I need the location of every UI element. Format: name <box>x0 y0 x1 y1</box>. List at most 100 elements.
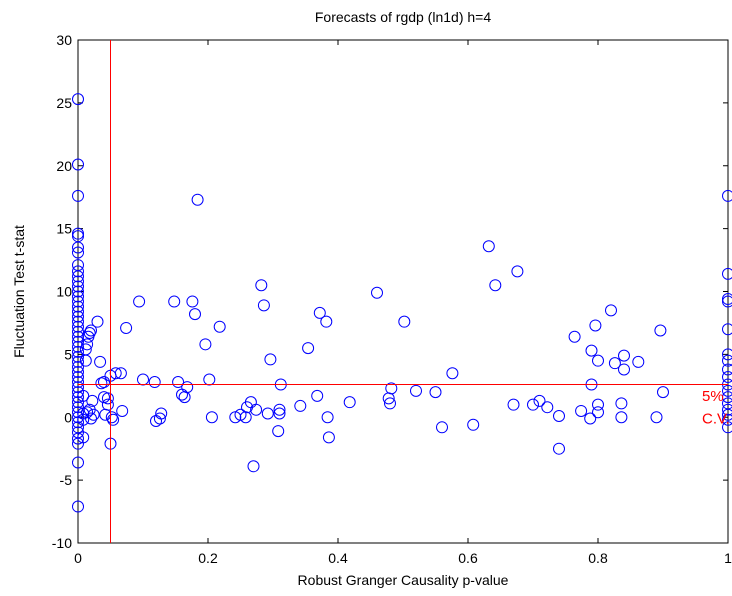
data-point <box>101 392 114 405</box>
data-point <box>72 456 84 469</box>
data-point <box>489 279 502 292</box>
data-point <box>213 320 226 333</box>
data-point <box>72 432 84 445</box>
x-tick-label: 0.4 <box>328 550 348 566</box>
x-tick-label: 0.6 <box>458 550 478 566</box>
data-point <box>722 354 732 367</box>
plot-area <box>77 39 729 544</box>
y-tick-label: 20 <box>56 158 72 174</box>
data-point <box>722 391 732 404</box>
data-point <box>618 349 630 362</box>
data-point <box>107 413 120 426</box>
data-point <box>95 377 108 390</box>
data-point <box>72 315 84 328</box>
y-tick-label: 10 <box>56 284 72 300</box>
data-point <box>77 389 90 402</box>
x-tick-label: 0.2 <box>198 550 218 566</box>
data-point <box>585 344 598 357</box>
data-point <box>72 290 84 303</box>
data-point <box>302 342 315 355</box>
data-point <box>385 382 398 395</box>
data-point <box>541 401 554 414</box>
data-point <box>343 396 356 409</box>
data-point <box>72 365 84 378</box>
data-point <box>568 330 581 343</box>
y-axis-label: Fluctuation Test t-stat <box>11 225 27 358</box>
data-point <box>87 408 100 421</box>
data-point <box>79 343 92 356</box>
data-point <box>618 363 630 376</box>
data-point <box>72 371 84 384</box>
data-point <box>155 407 168 420</box>
data-point <box>429 386 442 399</box>
data-point <box>615 397 628 410</box>
data-point <box>72 320 84 333</box>
x-tick-label: 0.8 <box>588 550 608 566</box>
y-tick-label: -5 <box>60 472 73 488</box>
data-point <box>72 158 84 171</box>
data-point <box>311 389 324 402</box>
data-point <box>584 412 597 425</box>
data-point <box>722 189 732 202</box>
data-point <box>81 338 94 351</box>
data-point <box>482 240 495 253</box>
data-point <box>654 324 667 337</box>
data-point <box>83 326 96 339</box>
data-point <box>133 295 146 308</box>
data-point <box>250 403 263 416</box>
data-point <box>91 315 104 328</box>
data-point <box>722 413 732 426</box>
data-point <box>205 411 218 424</box>
data-point <box>101 398 114 411</box>
data-point <box>189 308 201 321</box>
data-point <box>272 425 285 438</box>
data-point <box>72 93 84 106</box>
data-point <box>72 189 84 202</box>
data-point <box>321 411 334 424</box>
data-point <box>592 406 604 419</box>
data-point <box>72 335 84 348</box>
data-point <box>72 241 84 254</box>
data-point <box>384 397 396 410</box>
data-point <box>72 310 84 323</box>
y-tick-label: 30 <box>56 32 72 48</box>
data-point <box>722 295 732 308</box>
data-point <box>181 381 194 394</box>
data-point <box>85 324 97 337</box>
data-point <box>72 305 84 318</box>
x-tick-label: 0 <box>74 550 82 566</box>
data-point <box>191 193 204 206</box>
data-point <box>294 399 307 412</box>
data-points <box>72 93 732 513</box>
data-point <box>320 315 333 328</box>
data-point <box>446 367 459 380</box>
data-point <box>261 407 274 420</box>
y-tick-label: 25 <box>56 95 72 111</box>
data-point <box>72 500 84 513</box>
data-point <box>722 403 732 416</box>
data-point <box>553 409 565 422</box>
data-point <box>313 306 326 319</box>
data-point <box>722 363 732 376</box>
data-point <box>722 293 732 306</box>
data-point <box>605 304 617 317</box>
data-point <box>72 345 84 358</box>
data-point <box>72 227 84 240</box>
data-point <box>239 411 252 424</box>
data-point <box>86 394 99 407</box>
y-tick-label: 15 <box>56 221 72 237</box>
data-point <box>264 353 277 366</box>
data-point <box>273 407 286 420</box>
x-axis: 0 0.2 0.4 0.6 0.8 1 <box>74 40 732 566</box>
data-point <box>199 338 212 351</box>
data-point <box>148 376 161 389</box>
data-point <box>72 285 84 298</box>
critical-value-label-line2: C.V. <box>702 411 730 428</box>
data-point <box>371 286 383 299</box>
data-point <box>114 367 127 380</box>
data-point <box>72 376 84 389</box>
data-point <box>722 384 732 397</box>
data-point <box>72 381 84 394</box>
data-point <box>322 431 335 444</box>
data-point <box>722 371 732 384</box>
